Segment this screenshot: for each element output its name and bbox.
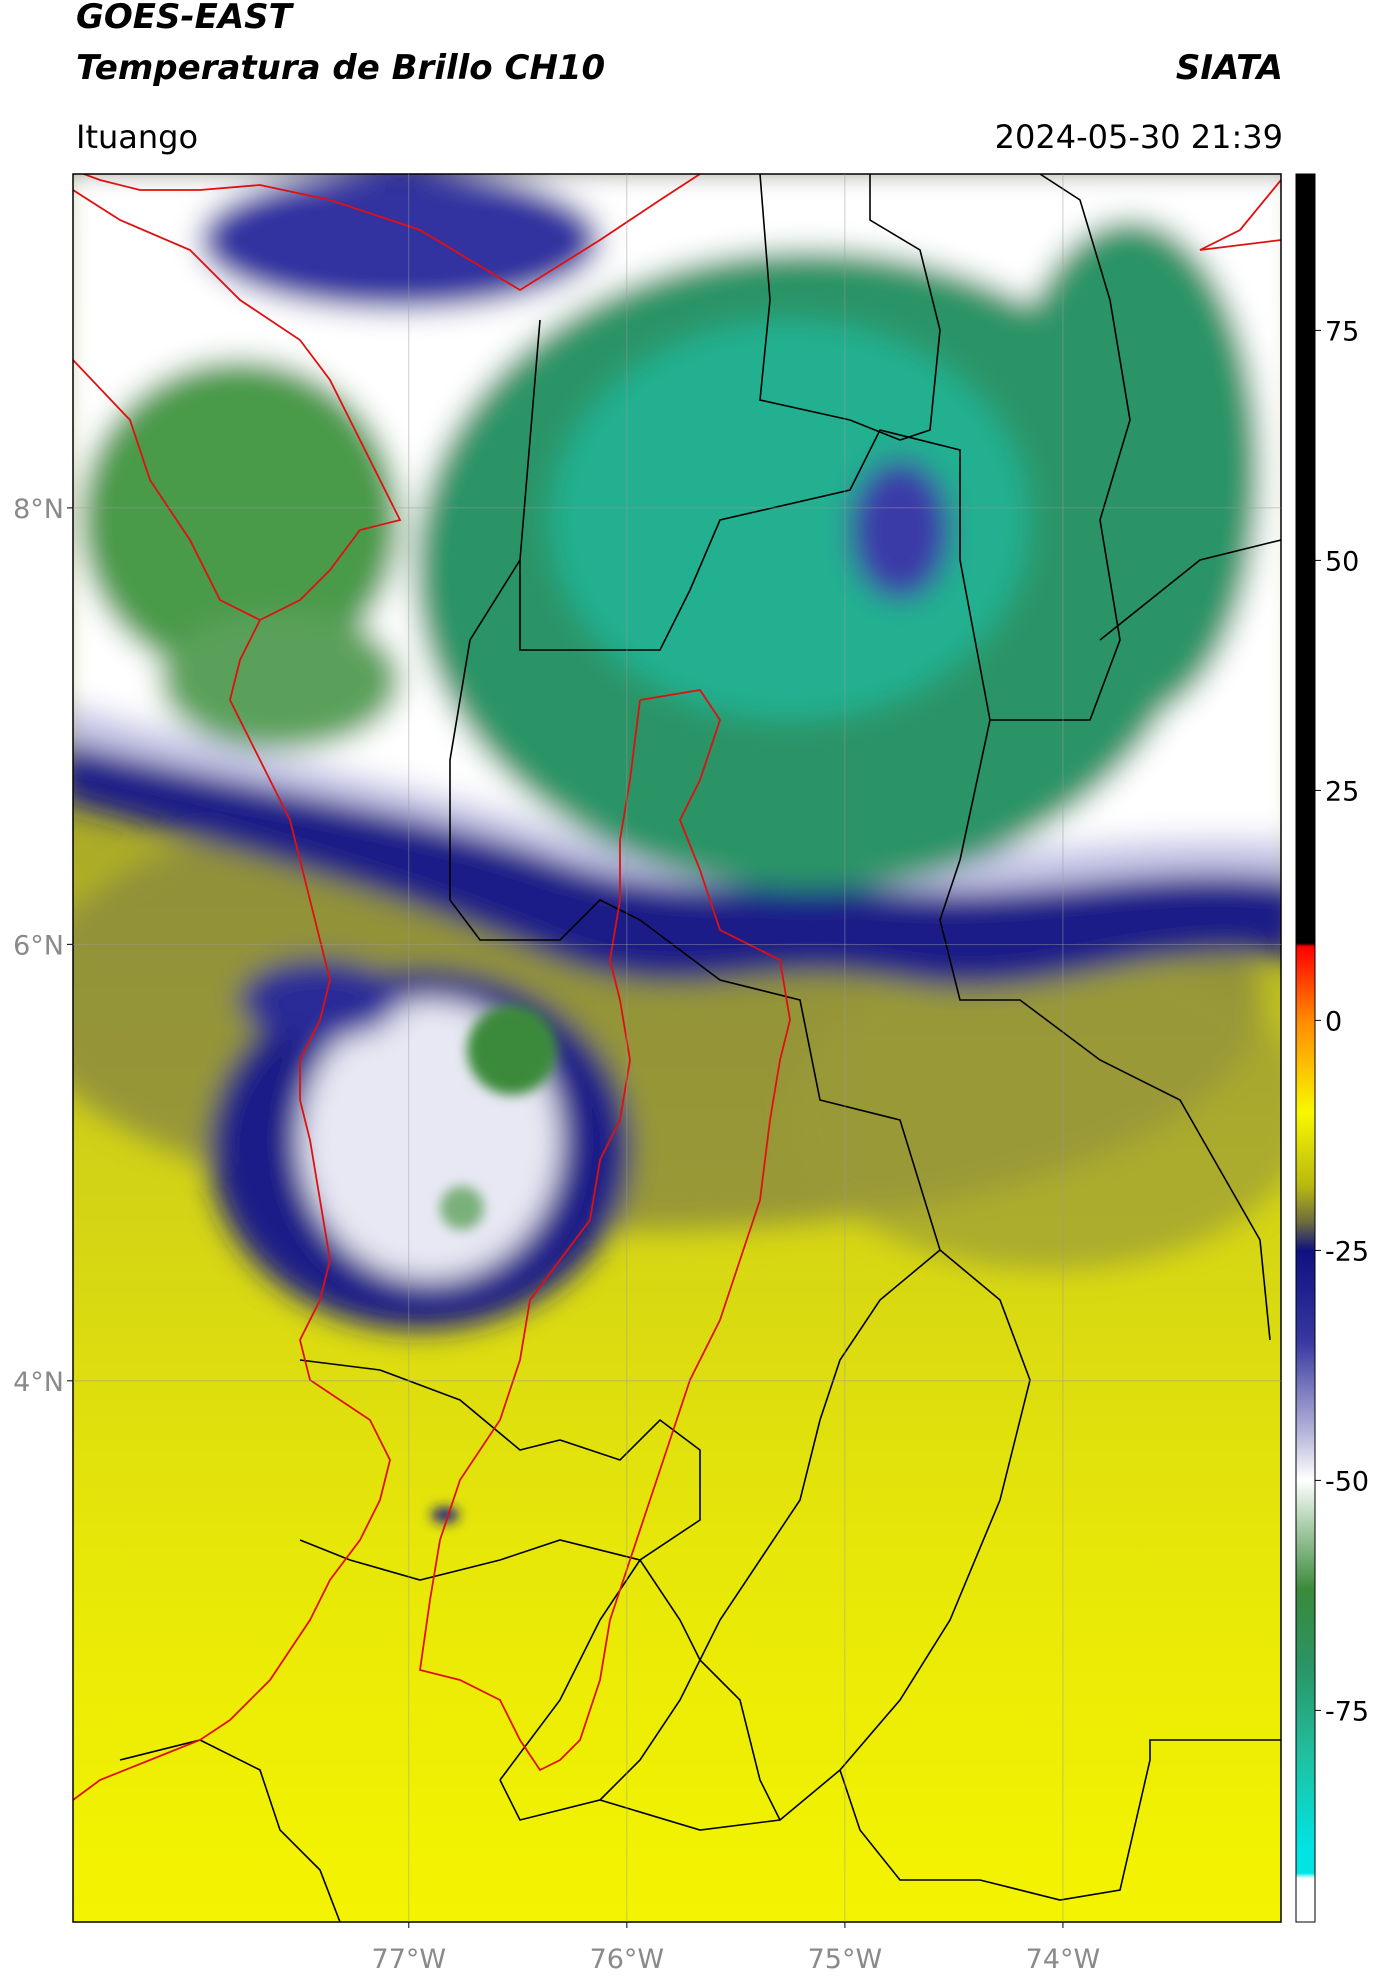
- colorbar-tick-label: 25: [1325, 776, 1359, 807]
- colorbar-tick-label: 75: [1325, 316, 1359, 347]
- colorbar: [1295, 173, 1316, 1923]
- colorbar-tick-label: -25: [1325, 1236, 1369, 1267]
- lon-tick-label: 75°W: [808, 1944, 883, 1975]
- title: GOES-EAST: [76, 0, 295, 37]
- org: SIATA: [1176, 48, 1283, 88]
- lon-tick-label: 76°W: [590, 1944, 665, 1975]
- lat-tick-label: 6°N: [13, 930, 64, 961]
- lat-tick-label: 4°N: [13, 1367, 64, 1398]
- datetime: 2024-05-30 21:39: [995, 118, 1283, 156]
- lon-tick-label: 74°W: [1026, 1944, 1101, 1975]
- location: Ituango: [76, 118, 198, 156]
- lon-tick-label: 77°W: [372, 1944, 447, 1975]
- colorbar-tick-label: -75: [1325, 1696, 1369, 1727]
- lat-tick-label: 8°N: [13, 494, 64, 525]
- colorbar-tick-label: 50: [1325, 546, 1359, 577]
- colorbar-tick-label: -50: [1325, 1466, 1369, 1497]
- subtitle: Temperatura de Brillo CH10: [76, 48, 605, 88]
- satellite-image: [73, 174, 1281, 1922]
- colorbar-tick-label: 0: [1325, 1006, 1342, 1037]
- map-frame: [72, 173, 1282, 1923]
